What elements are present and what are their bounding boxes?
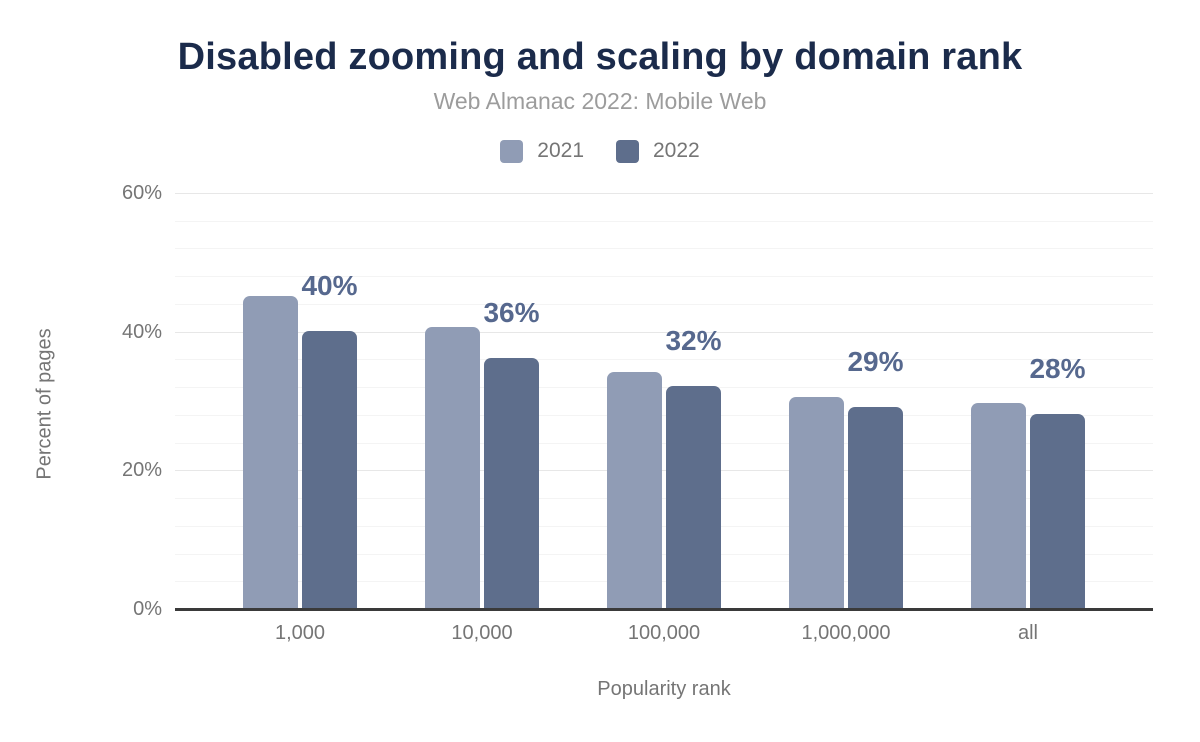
bar-2022-1000000: [848, 407, 903, 608]
data-label-1000: 40%: [301, 270, 358, 301]
minor-gridline: [175, 387, 1153, 389]
minor-gridline: [175, 414, 1153, 416]
chart-subtitle: Web Almanac 2022: Mobile Web: [433, 88, 767, 114]
minor-gridline: [175, 359, 1153, 361]
chart-title: Disabled zooming and scaling by domain r…: [177, 36, 1023, 78]
y-tick-label: 20%: [121, 459, 162, 482]
data-label-all: 28%: [1029, 353, 1086, 384]
x-axis-title: Popularity rank: [597, 678, 731, 700]
minor-gridline: [175, 220, 1153, 222]
major-gridline: [175, 470, 1153, 472]
y-tick-label: 0%: [133, 598, 162, 620]
bar-2022-10000: [484, 358, 539, 608]
bar-2022-1000: [302, 331, 357, 608]
data-label-1000000: 29%: [847, 346, 904, 377]
y-tick-label: 40%: [121, 320, 162, 343]
bar-2022-100000: [666, 386, 721, 608]
bar-2021-100000: [607, 372, 662, 608]
minor-gridline: [175, 442, 1153, 444]
x-axis-line: [175, 608, 1153, 611]
minor-gridline: [175, 553, 1153, 555]
minor-gridline: [175, 581, 1153, 583]
minor-gridline: [175, 525, 1153, 527]
legend: 2021 2022: [0, 139, 1200, 163]
bar-2022-all: [1030, 414, 1085, 608]
bar-2021-10000: [425, 327, 480, 608]
legend-label-2021: 2021: [537, 139, 584, 162]
bar-2021-1000000: [789, 397, 844, 608]
data-label-100000: 32%: [665, 325, 722, 356]
minor-gridline: [175, 303, 1153, 305]
x-tick-label: 1,000,000: [801, 622, 891, 644]
minor-gridline: [175, 276, 1153, 278]
legend-item-2021: 2021: [500, 139, 584, 163]
legend-swatch-2022: [616, 139, 639, 163]
legend-label-2022: 2022: [653, 139, 700, 162]
data-label-10000: 36%: [483, 297, 540, 328]
y-tick-label: 60%: [121, 182, 162, 204]
x-tick-label: 1,000: [274, 622, 326, 644]
minor-gridline: [175, 248, 1153, 250]
minor-gridline: [175, 498, 1153, 500]
legend-swatch-2021: [500, 139, 524, 163]
plot-area: 40% 36% 32% 29% 28%: [175, 193, 1153, 611]
major-gridline: [175, 331, 1153, 333]
bar-2021-1000: [243, 296, 298, 608]
legend-item-2022: 2022: [616, 139, 700, 163]
major-gridline: [175, 193, 1153, 194]
bar-2021-all: [971, 403, 1026, 608]
y-axis-title: Percent of pages: [33, 328, 56, 480]
x-tick-label: 100,000: [627, 622, 701, 644]
x-tick-label: 10,000: [451, 622, 513, 644]
x-tick-label: all: [1017, 622, 1038, 644]
